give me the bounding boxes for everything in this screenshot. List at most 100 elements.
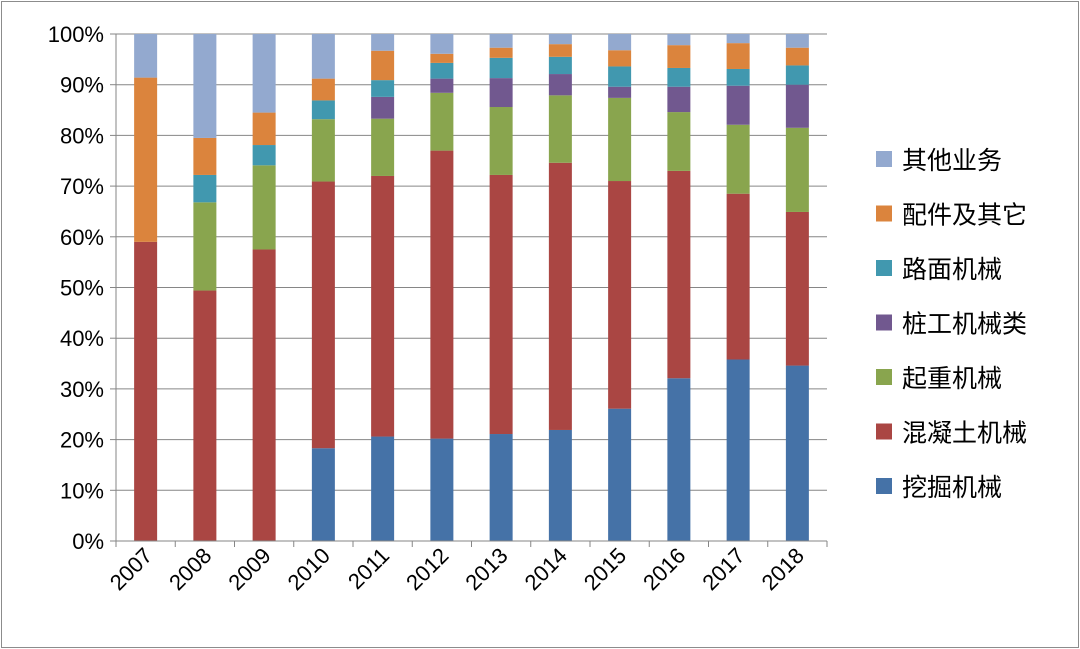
legend-swatch bbox=[876, 260, 892, 276]
x-tick-label: 2017 bbox=[697, 543, 749, 595]
bar-segment bbox=[667, 86, 691, 113]
bar-segment bbox=[785, 365, 809, 541]
bar-segment bbox=[193, 174, 217, 203]
y-tick-label: 70% bbox=[60, 174, 104, 199]
legend-swatch bbox=[876, 205, 892, 222]
bar-segment bbox=[311, 181, 335, 449]
bar-segment bbox=[430, 34, 454, 54]
bar-segment bbox=[608, 181, 632, 409]
bar-segment bbox=[311, 119, 335, 182]
bar-segment bbox=[489, 434, 513, 541]
bar-segment bbox=[489, 34, 513, 48]
y-tick-label: 90% bbox=[60, 73, 104, 98]
bar-segment bbox=[311, 448, 335, 541]
bar-segment bbox=[785, 47, 809, 66]
bar-segment bbox=[193, 137, 217, 175]
bar-segment bbox=[726, 68, 750, 86]
x-tick-label: 2012 bbox=[401, 543, 453, 595]
legend-label: 路面机械 bbox=[902, 255, 1002, 284]
bar-segment bbox=[608, 34, 632, 51]
bar-segment bbox=[311, 34, 335, 79]
bar-segment bbox=[667, 34, 691, 46]
y-tick-label: 60% bbox=[60, 225, 104, 250]
bar-segment bbox=[489, 174, 513, 435]
bar-segment bbox=[252, 249, 276, 541]
bar-segment bbox=[608, 86, 632, 98]
bar-segment bbox=[430, 78, 454, 93]
y-tick-label: 20% bbox=[60, 428, 104, 453]
legend-swatch bbox=[876, 369, 892, 385]
legend-swatch bbox=[876, 423, 892, 440]
x-tick-label: 2015 bbox=[579, 543, 631, 595]
bar-segment bbox=[608, 50, 632, 67]
bar-segment bbox=[548, 162, 572, 430]
gridlines bbox=[116, 33, 827, 491]
bar-segment bbox=[667, 378, 691, 541]
bar-segment bbox=[252, 165, 276, 250]
bar-segment bbox=[134, 77, 158, 242]
bars bbox=[134, 34, 809, 541]
x-tick-label: 2013 bbox=[460, 543, 512, 595]
y-tick-label: 100% bbox=[48, 22, 104, 47]
bar-segment bbox=[608, 97, 632, 182]
bar-segment bbox=[489, 57, 513, 79]
bar-segment bbox=[548, 74, 572, 96]
bar-segment bbox=[548, 95, 572, 163]
bar-segment bbox=[726, 43, 750, 69]
x-tick-labels: 2007 2008 2009 2010 2011 2012 2013 2014 2015 2016… bbox=[105, 543, 809, 595]
bar-segment bbox=[252, 34, 276, 113]
x-tick-label: 2018 bbox=[757, 543, 809, 595]
legend-label: 混凝土机械 bbox=[902, 419, 1027, 448]
bar-segment bbox=[548, 34, 572, 45]
bar-segment bbox=[489, 78, 513, 108]
legend-label: 其他业务 bbox=[902, 146, 1002, 175]
x-tick-label: 2011 bbox=[343, 543, 394, 594]
legend-swatch bbox=[876, 314, 892, 331]
bar-segment bbox=[252, 112, 276, 146]
bar-segment bbox=[430, 438, 454, 541]
y-tick-label: 10% bbox=[60, 478, 104, 503]
bar-segment bbox=[548, 429, 572, 541]
x-tick-label: 2009 bbox=[223, 543, 275, 595]
bar-segment bbox=[430, 150, 454, 439]
bar-segment bbox=[726, 359, 750, 541]
y-tick-label: 40% bbox=[60, 326, 104, 351]
legend-swatch bbox=[876, 478, 892, 494]
bar-segment bbox=[193, 202, 217, 291]
bar-segment bbox=[311, 78, 335, 101]
y-tick-label: 0% bbox=[72, 529, 104, 554]
bar-segment bbox=[785, 65, 809, 85]
bar-segment bbox=[193, 290, 217, 541]
bar-segment bbox=[726, 34, 750, 44]
bar-segment bbox=[785, 127, 809, 212]
x-tick-label: 2014 bbox=[520, 543, 572, 595]
bar-segment bbox=[371, 80, 395, 97]
bar-segment bbox=[430, 62, 454, 79]
bar-segment bbox=[430, 53, 454, 63]
bar-segment bbox=[252, 145, 276, 166]
bar-segment bbox=[667, 67, 691, 87]
bar-segment bbox=[785, 84, 809, 128]
bar-segment bbox=[489, 107, 513, 175]
bar-segment bbox=[371, 34, 395, 51]
bar-segment bbox=[726, 85, 750, 125]
bar-segment bbox=[667, 112, 691, 171]
x-tick-label: 2008 bbox=[164, 543, 216, 595]
x-tick-label: 2016 bbox=[638, 543, 690, 595]
bar-segment bbox=[667, 45, 691, 68]
bar-segment bbox=[134, 241, 158, 541]
bar-segment bbox=[785, 211, 809, 366]
x-tick-label: 2007 bbox=[105, 543, 157, 595]
bar-segment bbox=[608, 66, 632, 87]
y-tick-labels: 0% 10% 20% 30% 40% 50% 60% 70% 80% 90% 100% bbox=[48, 22, 104, 554]
bar-segment bbox=[548, 56, 572, 75]
bar-segment bbox=[371, 175, 395, 437]
bar-segment bbox=[608, 408, 632, 541]
bar-segment bbox=[311, 100, 335, 120]
axes bbox=[110, 33, 828, 547]
bar-segment bbox=[371, 436, 395, 541]
bar-segment bbox=[371, 96, 395, 119]
y-tick-label: 50% bbox=[60, 276, 104, 301]
